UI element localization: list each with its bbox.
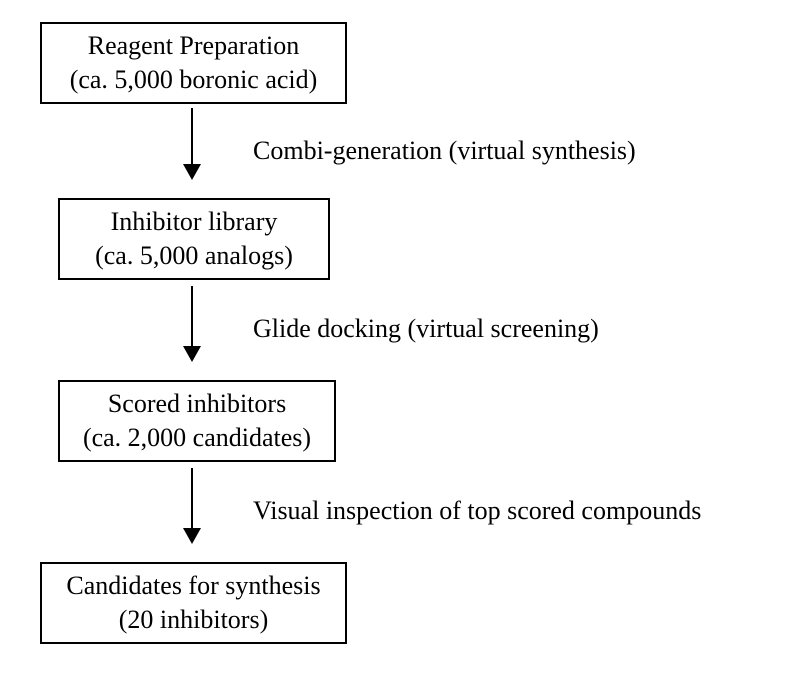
flowchart-container: Reagent Preparation (ca. 5,000 boronic a… bbox=[0, 0, 800, 674]
flowchart-node-reagent-preparation: Reagent Preparation (ca. 5,000 boronic a… bbox=[40, 22, 347, 104]
edge-label-glide-docking: Glide docking (virtual screening) bbox=[253, 314, 599, 344]
node-subtitle: (ca. 5,000 analogs) bbox=[95, 239, 293, 273]
node-subtitle: (ca. 2,000 candidates) bbox=[83, 421, 311, 455]
edge-label-combi-generation: Combi-generation (virtual synthesis) bbox=[253, 136, 636, 166]
node-subtitle: (20 inhibitors) bbox=[119, 603, 269, 637]
arrow-icon bbox=[172, 468, 212, 548]
flowchart-node-candidates-synthesis: Candidates for synthesis (20 inhibitors) bbox=[40, 562, 347, 644]
node-subtitle: (ca. 5,000 boronic acid) bbox=[70, 63, 318, 97]
node-title: Reagent Preparation bbox=[88, 29, 300, 63]
flowchart-node-inhibitor-library: Inhibitor library (ca. 5,000 analogs) bbox=[58, 198, 330, 280]
edge-label-visual-inspection: Visual inspection of top scored compound… bbox=[253, 496, 701, 526]
node-title: Inhibitor library bbox=[111, 205, 278, 239]
node-title: Scored inhibitors bbox=[108, 387, 286, 421]
node-title: Candidates for synthesis bbox=[66, 569, 320, 603]
arrow-icon bbox=[172, 286, 212, 366]
arrow-icon bbox=[172, 108, 212, 184]
flowchart-node-scored-inhibitors: Scored inhibitors (ca. 2,000 candidates) bbox=[58, 380, 336, 462]
